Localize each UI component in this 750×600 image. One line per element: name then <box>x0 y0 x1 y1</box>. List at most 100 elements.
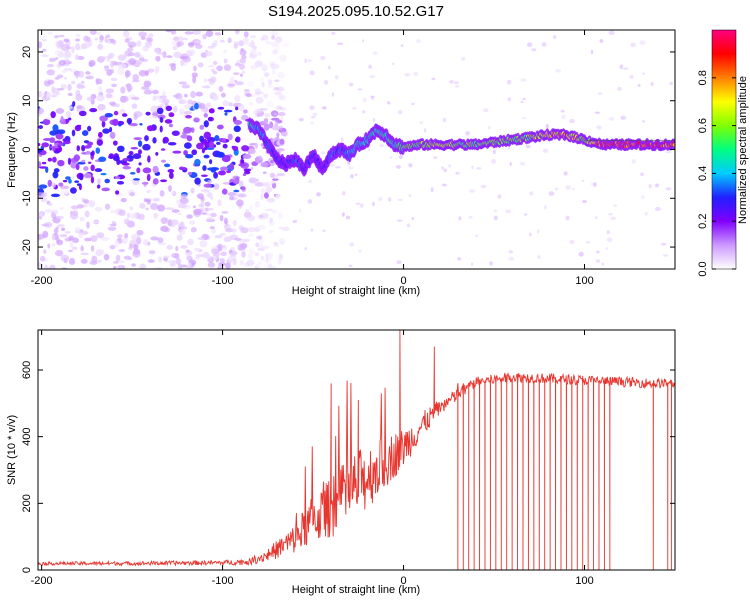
heatmap-blob <box>114 176 121 180</box>
heatmap-blob <box>90 235 98 243</box>
heatmap-blob <box>91 255 98 263</box>
heatmap-blob-faint <box>386 101 390 104</box>
heatmap-blob <box>243 31 249 38</box>
heatmap-blob <box>160 217 168 225</box>
heatmap-blob <box>147 68 155 73</box>
heatmap-blob <box>208 207 214 211</box>
heatmap-blob <box>170 190 176 196</box>
heatmap-blob <box>268 229 274 233</box>
heatmap-blob-faint <box>442 117 447 123</box>
heatmap-blob <box>218 85 224 92</box>
heatmap-blob <box>271 182 277 189</box>
heatmap-blob-faint <box>447 164 452 168</box>
heatmap-blob <box>260 188 266 194</box>
heatmap-blob <box>53 209 58 215</box>
heatmap-blob <box>164 119 173 124</box>
heatmap-blob <box>217 243 223 249</box>
heatmap-blob <box>233 72 240 75</box>
heatmap-blob <box>74 125 82 132</box>
heatmap-blob-faint <box>256 235 263 240</box>
heatmap-blob-faint <box>596 125 602 130</box>
heatmap-blob <box>46 69 55 76</box>
heatmap-blob <box>265 186 273 193</box>
heatmap-blob <box>65 118 70 123</box>
heatmap-blob <box>56 215 64 220</box>
heatmap-blob <box>282 42 290 48</box>
heatmap-blob <box>115 254 121 262</box>
heatmap-blob-faint <box>665 151 672 154</box>
heatmap-blob <box>72 101 76 107</box>
heatmap-blob <box>41 54 49 58</box>
heatmap-blob-faint <box>521 116 526 120</box>
colorbar-ticks: 0.0 0.2 0.4 0.6 0.8 <box>697 70 736 277</box>
heatmap-blob <box>217 199 222 207</box>
heatmap-blob <box>245 208 250 213</box>
heatmap-blob <box>147 241 151 246</box>
heatmap-blob <box>254 143 259 149</box>
heatmap-blob-faint <box>455 85 460 88</box>
heatmap-blob <box>187 171 192 176</box>
heatmap-blob <box>208 108 215 114</box>
heatmap-blob <box>50 94 58 98</box>
heatmap-blob <box>68 235 75 241</box>
heatmap-blob-faint <box>320 55 326 61</box>
heatmap-blob <box>83 166 89 171</box>
heatmap-blob <box>57 142 64 146</box>
heatmap-blob <box>121 162 130 166</box>
heatmap-blob <box>220 92 226 98</box>
heatmap-blob <box>59 206 64 211</box>
heatmap-blob <box>152 178 159 185</box>
heatmap-blob <box>55 92 61 96</box>
heatmap-blob <box>185 115 192 119</box>
heatmap-blob <box>162 227 169 233</box>
heatmap-blob <box>83 35 89 42</box>
heatmap-blob <box>264 72 270 77</box>
heatmap-blob <box>232 145 239 151</box>
heatmap-blob <box>58 129 66 135</box>
heatmap-blob <box>76 183 82 186</box>
heatmap-blob <box>38 41 43 49</box>
heatmap-blob <box>71 129 76 137</box>
heatmap-blob <box>79 229 84 233</box>
heatmap-blob-faint <box>340 137 344 143</box>
heatmap-blob-faint <box>411 102 415 106</box>
heatmap-blob <box>272 49 279 55</box>
heatmap-blob <box>225 262 231 269</box>
x-tick-label: -100 <box>212 575 234 587</box>
heatmap-blob <box>228 102 233 107</box>
heatmap-blob <box>234 81 244 86</box>
heatmap-blob <box>41 192 48 197</box>
heatmap-blob <box>233 189 240 193</box>
heatmap-blob-faint <box>531 48 537 52</box>
heatmap-blob <box>268 79 273 86</box>
heatmap-blob <box>169 263 176 267</box>
heatmap-blob <box>118 123 122 127</box>
heatmap-blob <box>281 226 290 231</box>
heatmap-blob <box>96 259 102 263</box>
heatmap-blob <box>62 179 68 183</box>
heatmap-blob <box>145 111 151 116</box>
heatmap-blob <box>47 157 52 162</box>
heatmap-blob <box>76 105 83 110</box>
heatmap-blob <box>172 94 180 98</box>
heatmap-blob-faint <box>520 161 526 166</box>
y-tick-label: 10 <box>21 95 33 107</box>
heatmap-blob <box>52 171 59 179</box>
heatmap-blob <box>200 174 208 178</box>
heatmap-blob <box>186 214 193 219</box>
heatmap-blob <box>254 91 264 95</box>
heatmap-blob <box>200 196 205 202</box>
heatmap-blob <box>223 236 232 243</box>
snr-background <box>38 330 675 570</box>
heatmap-blob <box>52 156 57 163</box>
heatmap-blob <box>129 192 135 197</box>
heatmap-blob <box>139 122 143 126</box>
heatmap-blob <box>60 254 70 262</box>
heatmap-blob <box>194 256 201 260</box>
heatmap-blob <box>212 70 218 75</box>
heatmap-blob <box>204 201 211 207</box>
heatmap-blob <box>248 232 255 238</box>
heatmap-blob <box>140 36 146 40</box>
heatmap-blob-faint <box>642 72 645 76</box>
heatmap-blob-faint <box>362 110 366 114</box>
